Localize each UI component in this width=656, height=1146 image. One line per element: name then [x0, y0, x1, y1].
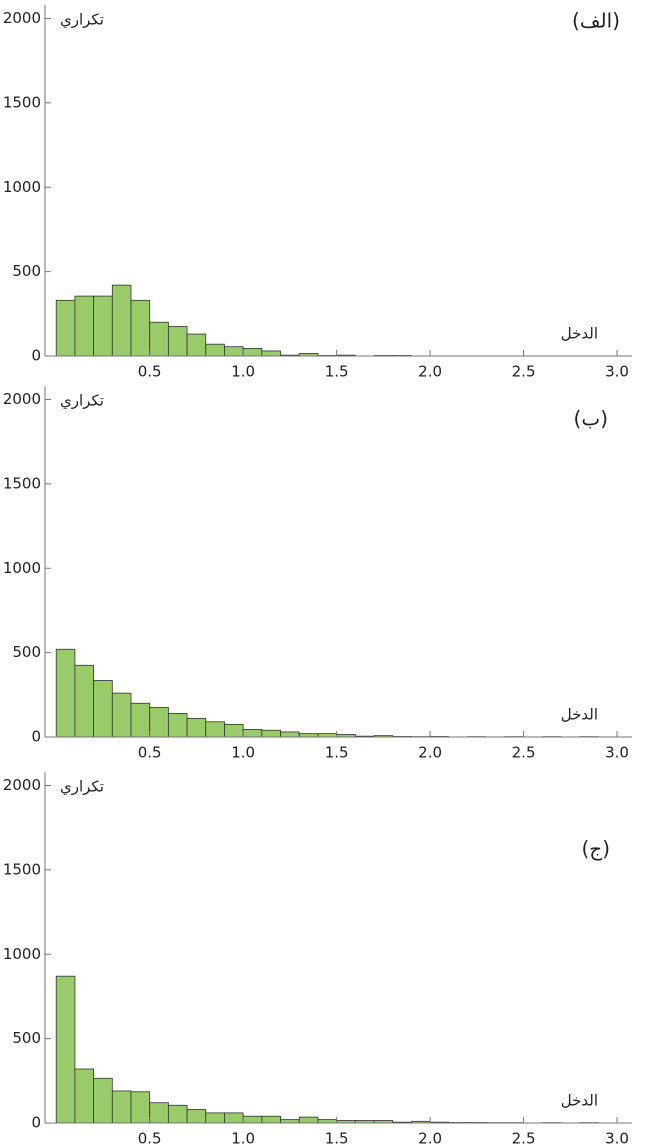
y-tick-label: 2000 [3, 776, 41, 794]
y-tick-label: 0 [31, 347, 41, 365]
bar [242, 348, 263, 357]
x-tick-label: 0.5 [138, 363, 162, 381]
x-tick-label: 1.5 [325, 363, 349, 381]
bar [242, 1115, 263, 1124]
bar [298, 733, 319, 738]
y-tick-label: 1500 [3, 93, 41, 111]
x-tick-label: 2.5 [512, 1130, 536, 1146]
bar [130, 299, 151, 357]
y-tick-label: 500 [12, 262, 41, 280]
bar [111, 284, 132, 357]
bar [130, 702, 151, 738]
bar [111, 1090, 132, 1124]
panel-label: (الف) [572, 9, 620, 33]
bar [261, 350, 281, 357]
bar [74, 664, 95, 738]
y-tick-label: 2000 [3, 9, 41, 27]
bar [55, 648, 76, 738]
bar [224, 1112, 244, 1124]
bar [111, 692, 132, 738]
y-tick-label: 1000 [3, 559, 41, 577]
bar [205, 343, 225, 357]
y-axis-label: تكراري [60, 392, 104, 411]
x-tick-label: 3.0 [605, 1130, 629, 1146]
bar [205, 721, 225, 738]
bar [317, 1119, 338, 1124]
bar [186, 718, 207, 738]
x-tick-label: 3.0 [605, 744, 629, 762]
bar [317, 733, 338, 738]
bar [74, 295, 95, 357]
x-tick-label: 0.5 [138, 744, 162, 762]
x-tick-label: 2.5 [512, 744, 536, 762]
bar [261, 729, 281, 738]
panel-label: (ب) [574, 407, 608, 431]
bar [93, 680, 113, 738]
x-tick-label: 1.5 [325, 744, 349, 762]
x-tick-label: 1.0 [231, 363, 255, 381]
bar [261, 1115, 281, 1124]
bar [224, 723, 244, 738]
bar [167, 712, 188, 738]
y-tick-label: 0 [31, 728, 41, 746]
bar [93, 295, 113, 357]
bar [298, 1116, 319, 1124]
y-tick-label: 1000 [3, 945, 41, 963]
y-axis-label: تكراري [60, 778, 104, 797]
y-tick-label: 1500 [3, 860, 41, 878]
panel-label: (ج) [581, 837, 610, 861]
x-axis-label: الدخل [561, 1092, 598, 1110]
bar [186, 333, 207, 357]
bar [224, 346, 244, 357]
x-axis-label: الدخل [561, 325, 598, 343]
bar [55, 299, 76, 357]
bar [130, 1091, 151, 1124]
y-tick-label: 0 [31, 1114, 41, 1132]
x-tick-label: 2.5 [512, 363, 536, 381]
y-tick-label: 500 [12, 1029, 41, 1047]
bar [205, 1112, 225, 1124]
y-axis-label: تكراري [60, 11, 104, 30]
bar [280, 1119, 300, 1124]
bar [242, 729, 263, 738]
bar [149, 707, 169, 738]
x-tick-label: 1.5 [325, 1130, 349, 1146]
bar [55, 975, 76, 1124]
y-tick-label: 2000 [3, 390, 41, 408]
x-axis-label: الدخل [561, 706, 598, 724]
y-tick-label: 1500 [3, 474, 41, 492]
x-tick-label: 2.0 [418, 363, 442, 381]
bar [74, 1068, 95, 1124]
bar [93, 1077, 113, 1124]
x-tick-label: 2.0 [418, 744, 442, 762]
bar [186, 1109, 207, 1124]
x-tick-label: 0.5 [138, 1130, 162, 1146]
bar [167, 1104, 188, 1124]
x-tick-label: 3.0 [605, 363, 629, 381]
x-tick-label: 1.0 [231, 1130, 255, 1146]
y-tick-label: 1000 [3, 178, 41, 196]
bar [280, 731, 300, 738]
x-tick-label: 1.0 [231, 744, 255, 762]
x-tick-label: 2.0 [418, 1130, 442, 1146]
bar [149, 321, 169, 357]
y-tick-label: 500 [12, 643, 41, 661]
bar [167, 326, 188, 357]
bar [149, 1102, 169, 1124]
